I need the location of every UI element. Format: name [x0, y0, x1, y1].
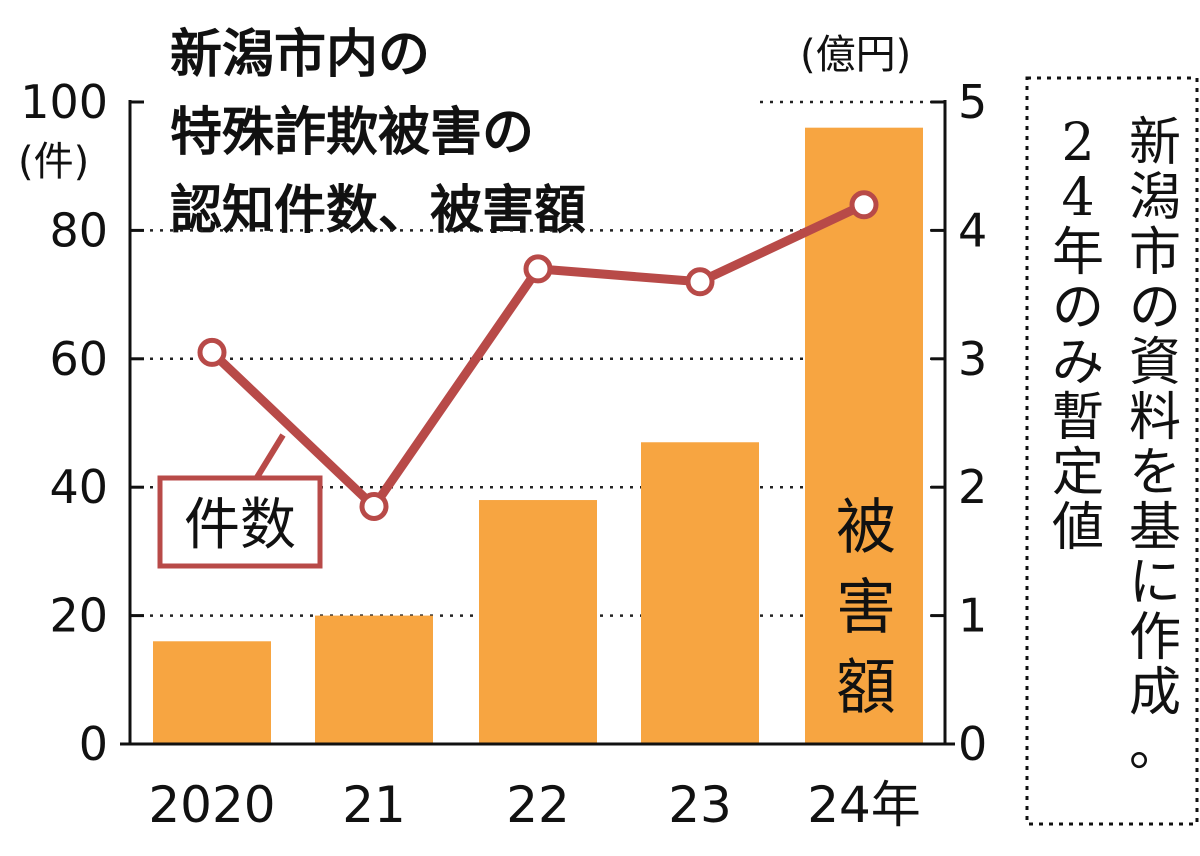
x-tick-label: 24年	[807, 776, 921, 834]
source-note-char: 作	[1129, 608, 1181, 668]
source-note-char: 4	[1061, 168, 1094, 228]
source-note-border	[1025, 76, 1199, 826]
x-tick-label: 22	[506, 776, 570, 834]
line-series-callout: 件数	[157, 433, 323, 569]
y-left-tick-label: 20	[49, 589, 108, 643]
line-point	[849, 190, 879, 220]
axes	[120, 100, 955, 746]
bar	[153, 641, 271, 744]
source-note-char: 市	[1129, 223, 1181, 283]
y-right-tick-label: 4	[958, 203, 987, 257]
y-left-tick-label: 0	[79, 717, 108, 771]
grid	[130, 100, 945, 617]
y-right-tick-label: 0	[958, 717, 987, 771]
y-right-tick-label: 5	[958, 75, 987, 129]
source-note-char: 値	[1052, 498, 1104, 558]
bar	[479, 500, 597, 744]
bar	[805, 127, 923, 745]
y-left-tick-label: 100	[20, 75, 108, 129]
source-note-char: 年	[1052, 223, 1104, 283]
y-right-tick-label: 1	[958, 589, 987, 643]
line-series-label: 件数	[184, 493, 296, 558]
bar-series-label-char-1: 被	[836, 493, 896, 563]
line-point	[197, 337, 227, 367]
line-series	[197, 190, 879, 521]
line-point	[359, 491, 389, 521]
source-note-char: の	[1129, 278, 1181, 338]
source-note-char: 料	[1129, 388, 1181, 448]
callout-box	[157, 475, 323, 569]
x-tick-label: 21	[342, 776, 406, 834]
x-tick-label: 23	[668, 776, 732, 834]
source-note-char: 暫	[1052, 388, 1104, 448]
bar-series-label-char-2: 害	[836, 573, 896, 643]
bar-series-label-char-3: 額	[836, 653, 896, 723]
source-note-char: 定	[1052, 443, 1104, 503]
source-note-char: 資	[1129, 333, 1181, 393]
bar-series	[153, 127, 923, 745]
source-note-char: 新	[1129, 113, 1181, 173]
y-left-unit: (件)	[18, 139, 89, 185]
source-note-char: み	[1052, 333, 1104, 393]
chart-title-line-1: 新潟市内の	[170, 25, 430, 85]
y-right-unit: (億円)	[800, 32, 911, 78]
source-note-char: 潟	[1129, 168, 1181, 228]
source-note-char: 2	[1061, 113, 1094, 173]
y-left-tick-label: 40	[49, 460, 108, 514]
source-note-char: 成	[1129, 663, 1181, 723]
source-note-char: 。	[1129, 718, 1181, 778]
y-left-tick-label: 60	[49, 332, 108, 386]
source-note-char: の	[1052, 278, 1104, 338]
source-note-char: 基	[1129, 498, 1181, 558]
y-right-tick-label: 2	[958, 460, 987, 514]
chart-title-line-2: 特殊詐欺被害の	[170, 103, 534, 163]
bar	[641, 442, 759, 744]
bar	[315, 615, 433, 744]
line-point	[523, 254, 553, 284]
line-point	[685, 267, 715, 297]
y-left-tick-label: 80	[49, 203, 108, 257]
source-note-char: に	[1129, 553, 1181, 613]
chart-title-line-3: 認知件数、被害額	[170, 181, 586, 241]
x-tick-label: 2020	[148, 776, 275, 834]
source-note-char: を	[1129, 443, 1181, 503]
y-right-tick-label: 3	[958, 332, 987, 386]
series-line	[208, 200, 866, 511]
